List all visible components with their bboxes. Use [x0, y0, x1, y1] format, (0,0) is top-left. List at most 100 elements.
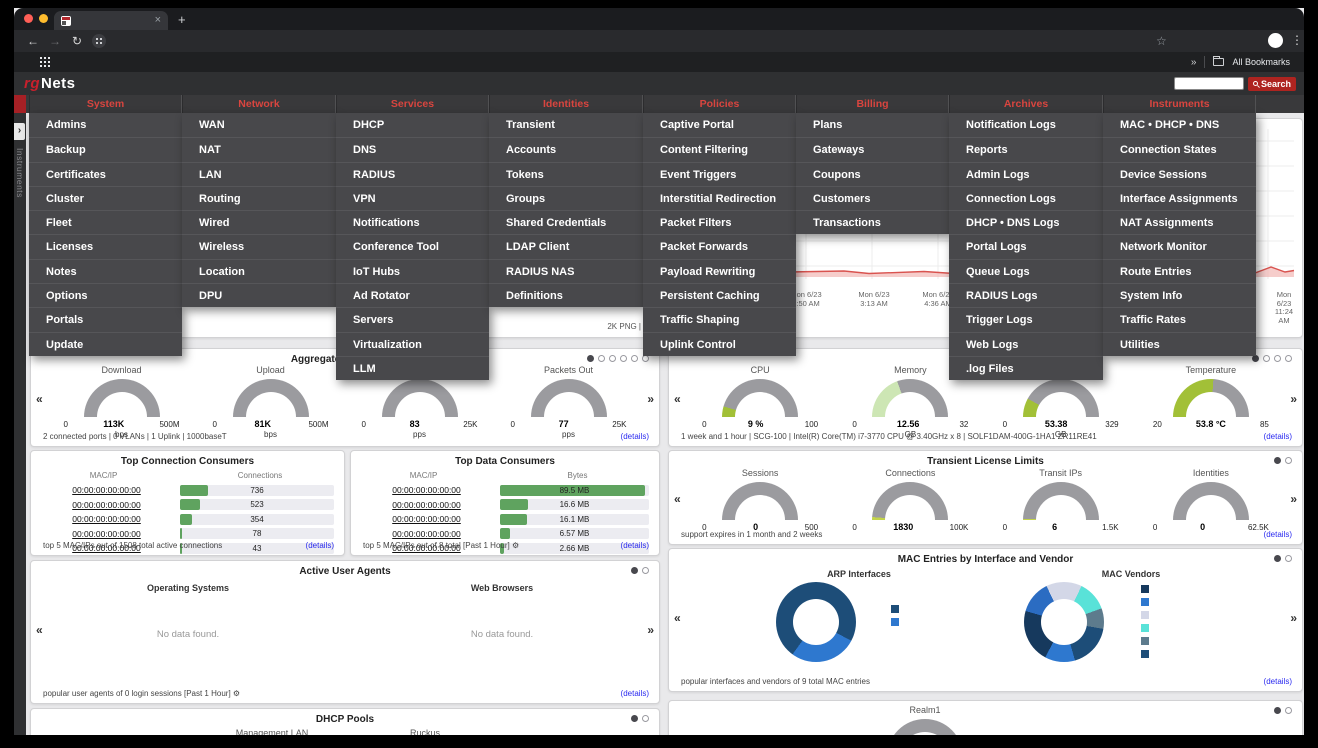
mac-link[interactable]: 00:00:00:00:00:00 — [72, 485, 141, 496]
menu-item-route-entries[interactable]: Route Entries — [1103, 258, 1256, 283]
mac-link[interactable]: 00:00:00:00:00:00 — [72, 499, 141, 510]
menu-item-licenses[interactable]: Licenses — [29, 234, 182, 258]
carousel-dot[interactable] — [1263, 355, 1270, 362]
menu-item-connection-states[interactable]: Connection States — [1103, 137, 1256, 161]
menu-item-definitions[interactable]: Definitions — [489, 283, 643, 307]
carousel-dot[interactable] — [1274, 355, 1281, 362]
carousel-dots[interactable] — [587, 355, 649, 362]
menu-item-payload-rewriting[interactable]: Payload Rewriting — [643, 258, 796, 283]
rgnets-logo[interactable]: rg Nets — [24, 75, 76, 92]
menu-item-traffic-rates[interactable]: Traffic Rates — [1103, 307, 1256, 331]
carousel-dot[interactable] — [1252, 355, 1259, 362]
menu-item-certificates[interactable]: Certificates — [29, 161, 182, 186]
mac-link[interactable]: 00:00:00:00:00:00 — [72, 543, 141, 554]
carousel-dot[interactable] — [1274, 555, 1281, 562]
carousel-dot[interactable] — [642, 355, 649, 362]
menu-item-notification-logs[interactable]: Notification Logs — [966, 119, 1056, 131]
menu-header-policies[interactable]: Policies — [643, 95, 796, 113]
carousel-next-button[interactable]: » — [647, 623, 654, 638]
menu-item-nat[interactable]: NAT — [182, 137, 336, 161]
carousel-dot[interactable] — [1285, 457, 1292, 464]
apps-grid-icon[interactable] — [40, 57, 42, 59]
carousel-dots[interactable] — [1274, 555, 1292, 562]
carousel-dot[interactable] — [598, 355, 605, 362]
carousel-dot[interactable] — [609, 355, 616, 362]
menu-header-system[interactable]: System — [29, 95, 182, 113]
menu-item-mac-dhcp-dns[interactable]: MAC • DHCP • DNS — [1120, 119, 1220, 131]
search-input[interactable] — [1173, 77, 1244, 90]
carousel-prev-button[interactable]: « — [36, 623, 43, 638]
carousel-prev-button[interactable]: « — [674, 491, 681, 506]
mac-link[interactable]: 00:00:00:00:00:00 — [392, 528, 461, 539]
menu-item-dpu[interactable]: DPU — [182, 283, 336, 307]
menu-item-nat-assignments[interactable]: NAT Assignments — [1103, 210, 1256, 234]
menu-item-radius[interactable]: RADIUS — [336, 161, 489, 186]
menu-item-event-triggers[interactable]: Event Triggers — [643, 161, 796, 186]
menu-item-traffic-shaping[interactable]: Traffic Shaping — [643, 307, 796, 331]
bookmarks-overflow-icon[interactable]: » — [1190, 56, 1197, 68]
reload-icon[interactable]: ↻ — [71, 34, 83, 48]
carousel-dot[interactable] — [1274, 457, 1281, 464]
menu-item-web-logs[interactable]: Web Logs — [949, 331, 1103, 356]
menu-item-wan[interactable]: WAN — [199, 119, 225, 131]
menu-item--log-files[interactable]: .log Files — [949, 355, 1103, 380]
menu-item-interstitial-redirection[interactable]: Interstitial Redirection — [643, 185, 796, 210]
search-button[interactable]: Search — [1247, 76, 1296, 91]
bookmark-star-icon[interactable]: ☆ — [1156, 34, 1167, 48]
menu-item-backup[interactable]: Backup — [29, 137, 182, 161]
carousel-dot[interactable] — [1285, 707, 1292, 714]
gear-icon[interactable]: ⚙ — [511, 541, 520, 550]
menu-item-cluster[interactable]: Cluster — [29, 185, 182, 210]
details-link[interactable]: (details) — [1263, 530, 1292, 539]
menu-item-persistent-caching[interactable]: Persistent Caching — [643, 283, 796, 307]
carousel-next-button[interactable]: » — [1290, 491, 1297, 506]
carousel-dot[interactable] — [631, 567, 638, 574]
carousel-dot[interactable] — [642, 567, 649, 574]
extension-icon[interactable] — [92, 34, 106, 48]
menu-item-portals[interactable]: Portals — [29, 307, 182, 331]
carousel-next-button[interactable]: » — [1290, 611, 1297, 626]
minimize-window-button[interactable] — [39, 14, 48, 23]
carousel-prev-button[interactable]: « — [674, 611, 681, 626]
menu-item-dhcp[interactable]: DHCP — [353, 119, 385, 131]
browser-tab[interactable]: × — [54, 11, 168, 30]
menu-item-network-monitor[interactable]: Network Monitor — [1103, 234, 1256, 258]
menu-item-gateways[interactable]: Gateways — [796, 137, 949, 161]
menu-header-archives[interactable]: Archives — [949, 95, 1103, 113]
carousel-dot[interactable] — [1274, 707, 1281, 714]
menu-item-captive-portal[interactable]: Captive Portal — [660, 119, 734, 131]
menu-item-ad-rotator[interactable]: Ad Rotator — [336, 283, 489, 307]
menu-item-packet-forwards[interactable]: Packet Forwards — [643, 234, 796, 258]
menu-item-servers[interactable]: Servers — [336, 307, 489, 331]
carousel-next-button[interactable]: » — [647, 391, 654, 406]
mac-link[interactable]: 00:00:00:00:00:00 — [392, 485, 461, 496]
menu-item-update[interactable]: Update — [29, 331, 182, 356]
menu-item-conference-tool[interactable]: Conference Tool — [336, 234, 489, 258]
menu-item-queue-logs[interactable]: Queue Logs — [949, 258, 1103, 283]
carousel-prev-button[interactable]: « — [674, 391, 681, 406]
menu-item-connection-logs[interactable]: Connection Logs — [949, 185, 1103, 210]
menu-item-fleet[interactable]: Fleet — [29, 210, 182, 234]
carousel-prev-button[interactable]: « — [36, 391, 43, 406]
mac-link[interactable]: 00:00:00:00:00:00 — [392, 514, 461, 525]
menu-header-instruments[interactable]: Instruments — [1103, 95, 1256, 113]
menu-item-lan[interactable]: LAN — [182, 161, 336, 186]
menu-item-dhcp-dns-logs[interactable]: DHCP • DNS Logs — [949, 210, 1103, 234]
back-icon[interactable]: ← — [27, 34, 39, 48]
menu-item-virtualization[interactable]: Virtualization — [336, 331, 489, 356]
menu-item-coupons[interactable]: Coupons — [796, 161, 949, 186]
menu-item-device-sessions[interactable]: Device Sessions — [1103, 161, 1256, 186]
carousel-next-button[interactable]: » — [1290, 391, 1297, 406]
menu-item-groups[interactable]: Groups — [489, 185, 643, 210]
menu-header-identities[interactable]: Identities — [489, 95, 643, 113]
menu-item-packet-filters[interactable]: Packet Filters — [643, 210, 796, 234]
tab-close-icon[interactable]: × — [154, 14, 161, 26]
new-tab-button[interactable]: + — [178, 12, 186, 27]
carousel-dots[interactable] — [631, 567, 649, 574]
menu-item-notes[interactable]: Notes — [29, 258, 182, 283]
carousel-dot[interactable] — [1285, 355, 1292, 362]
menu-item-location[interactable]: Location — [182, 258, 336, 283]
carousel-dots[interactable] — [1274, 457, 1292, 464]
menu-item-ldap-client[interactable]: LDAP Client — [489, 234, 643, 258]
carousel-dot[interactable] — [631, 715, 638, 722]
